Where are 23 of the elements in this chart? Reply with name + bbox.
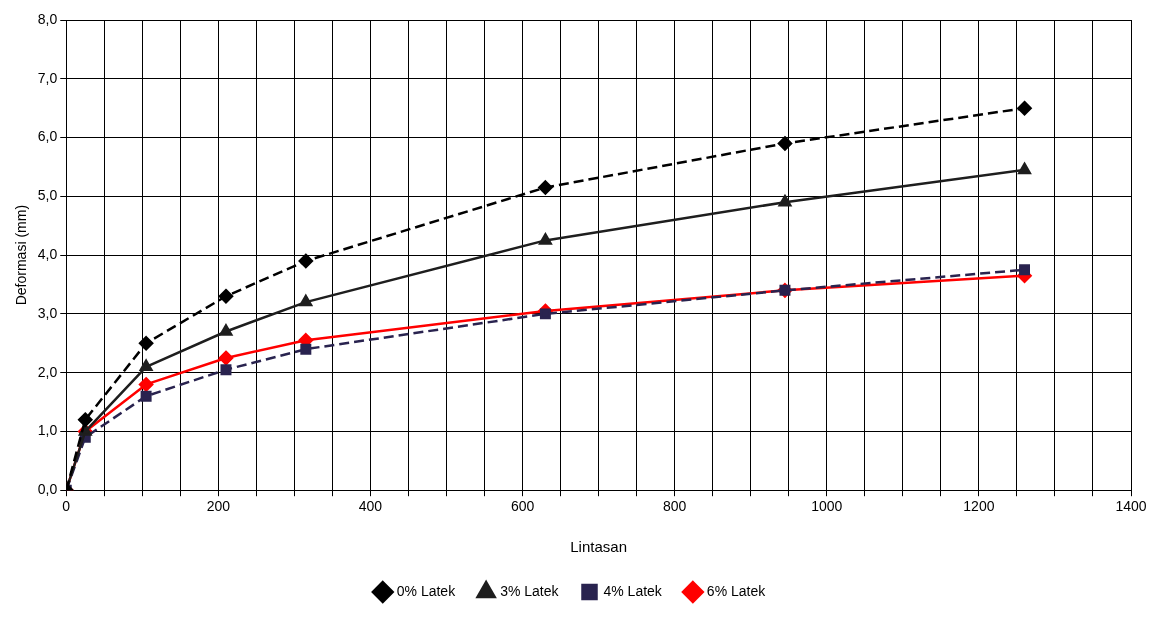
y-tick-label: 5,0: [37, 187, 58, 204]
x-tick-label: 600: [510, 498, 535, 515]
y-tick-label: 7,0: [37, 69, 58, 86]
y-axis-title: Deformasi (mm): [13, 204, 30, 306]
x-tick-label: 1400: [1115, 498, 1147, 515]
x-tick-label: 400: [358, 498, 383, 515]
y-tick-label: 3,0: [37, 304, 58, 321]
x-axis-title: Lintasan: [570, 538, 627, 556]
y-tick-label: 1,0: [37, 422, 58, 439]
x-tick-label: 800: [663, 498, 687, 515]
legend-label: 0% Latek: [396, 582, 457, 599]
legend-label: 4% Latek: [603, 582, 663, 599]
y-tick-label: 8,0: [37, 10, 58, 27]
x-tick-label: 1200: [963, 498, 995, 515]
y-tick-label: 6,0: [37, 128, 58, 145]
y-tick-label: 2,0: [37, 363, 58, 380]
legend-label: 3% Latek: [500, 582, 560, 599]
y-tick-label: 0,0: [37, 481, 58, 498]
x-tick-label: 1000: [811, 498, 843, 515]
legend-label: 6% Latek: [706, 582, 767, 599]
y-tick-label: 4,0: [37, 245, 58, 262]
x-tick-label: 200: [206, 498, 231, 515]
x-tick-label: 0: [62, 498, 71, 515]
